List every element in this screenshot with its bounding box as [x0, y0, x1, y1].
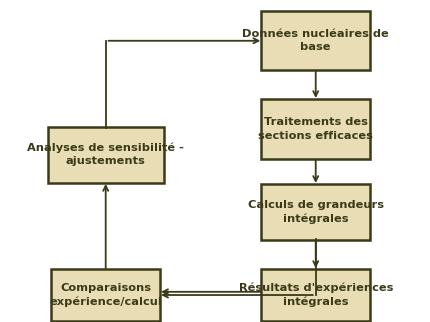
FancyBboxPatch shape — [51, 270, 160, 321]
FancyBboxPatch shape — [261, 270, 370, 321]
Text: Données nucléaires de
base: Données nucléaires de base — [243, 29, 389, 52]
Text: Calculs de grandeurs
intégrales: Calculs de grandeurs intégrales — [248, 200, 384, 224]
FancyBboxPatch shape — [261, 184, 370, 240]
Text: Traitements des
sections efficaces: Traitements des sections efficaces — [258, 117, 373, 140]
Text: Résultats d'expériences
intégrales: Résultats d'expériences intégrales — [239, 283, 393, 307]
Text: Analyses de sensibilité -
ajustements: Analyses de sensibilité - ajustements — [27, 143, 184, 166]
FancyBboxPatch shape — [261, 99, 370, 159]
Text: Comparaisons
expérience/calcul: Comparaisons expérience/calcul — [49, 283, 162, 307]
FancyBboxPatch shape — [48, 127, 163, 183]
FancyBboxPatch shape — [261, 11, 370, 71]
